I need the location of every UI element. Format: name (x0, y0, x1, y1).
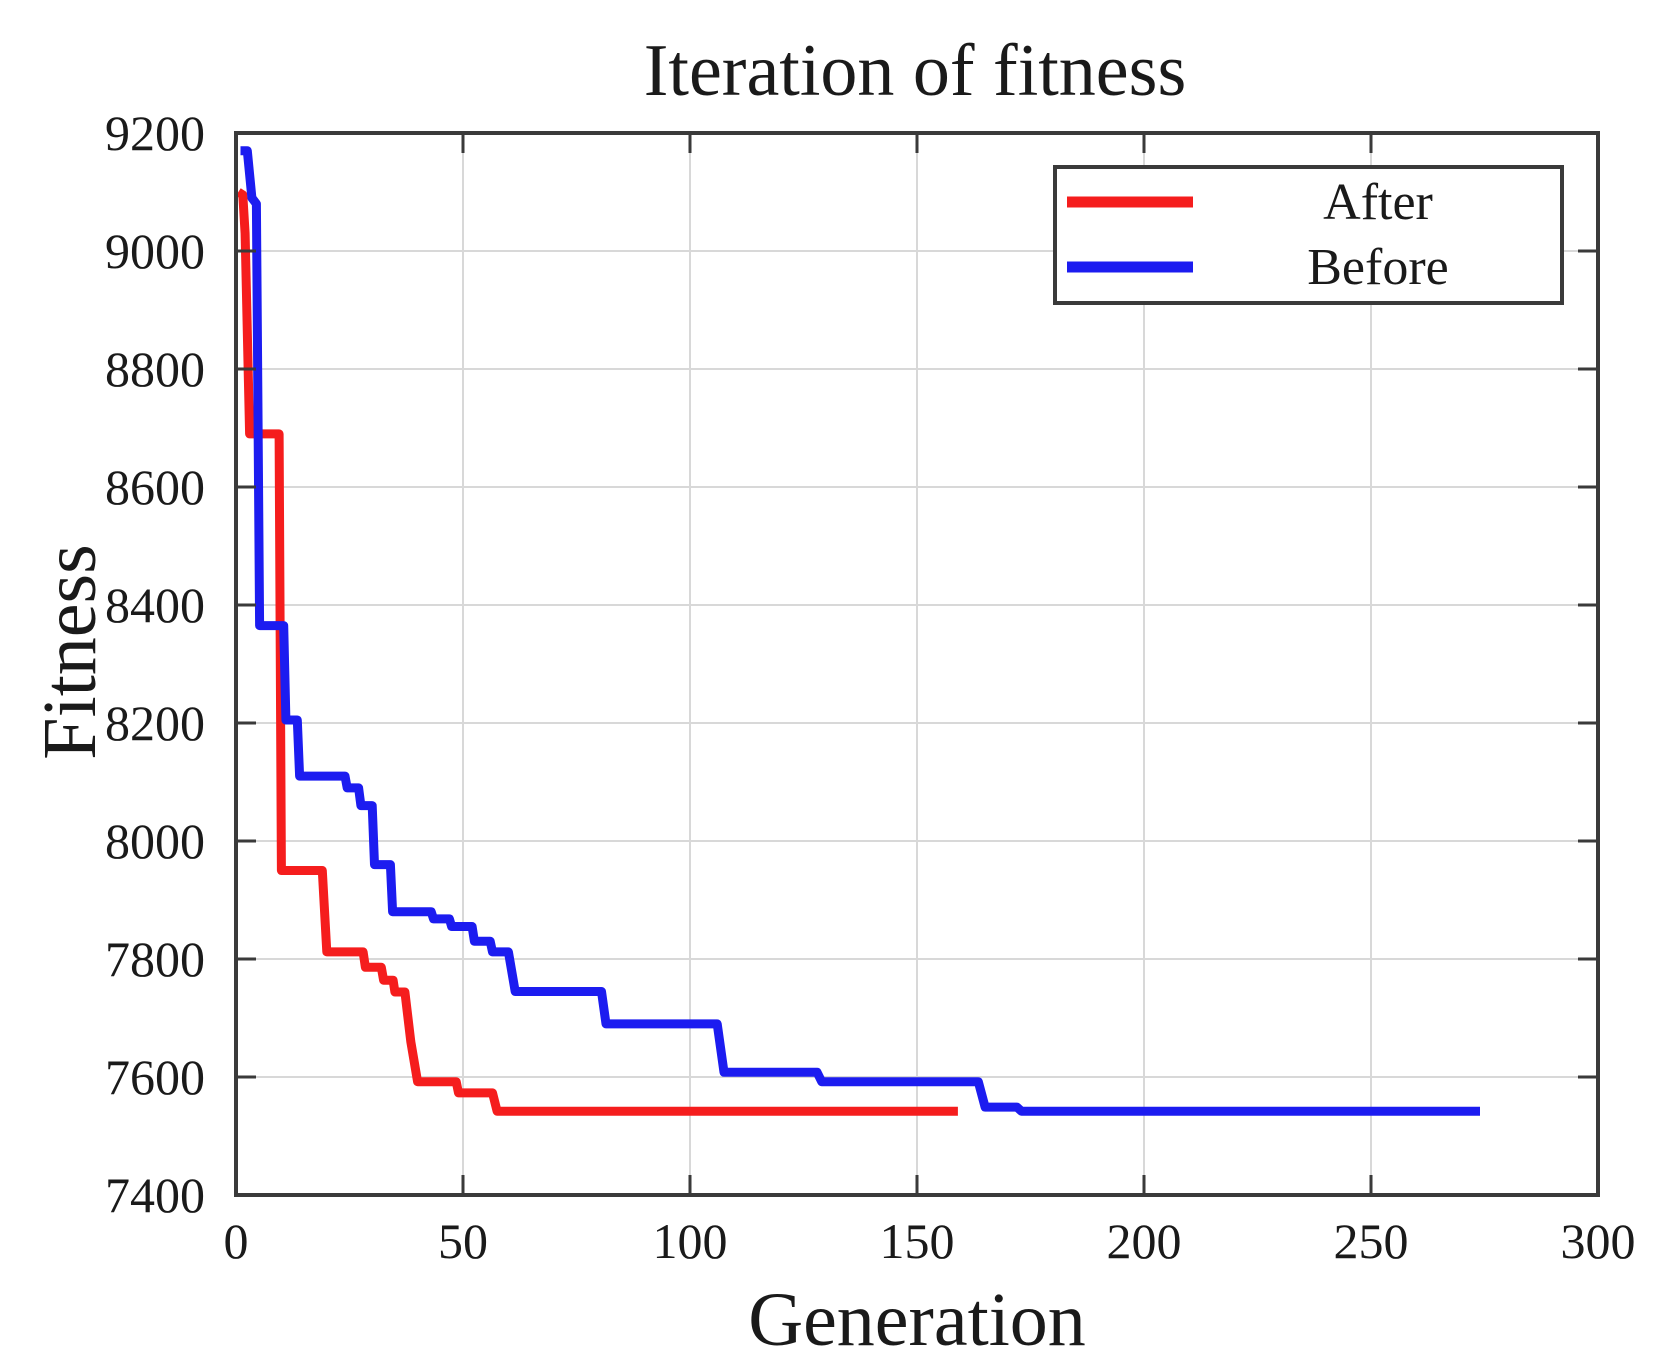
y-tick-label: 7600 (105, 1049, 205, 1105)
legend-before-label: Before (1307, 239, 1448, 296)
y-tick-label: 8200 (105, 695, 205, 751)
tick-labels: 0 50 100 150 200 250 300 7400 7600 7800 8000 8200 84… (105, 105, 1636, 1269)
chart-title: Iteration of fitness (644, 30, 1187, 112)
x-tick-label: 50 (438, 1213, 488, 1269)
after-series-line (235, 188, 958, 1116)
y-tick-label: 7800 (105, 931, 205, 987)
y-tick-label: 9000 (105, 223, 205, 279)
legend-box (1053, 165, 1564, 305)
y-tick-label: 7400 (105, 1167, 205, 1223)
y-tick-label: 8600 (105, 459, 205, 515)
y-axis-label: Fitness (28, 544, 112, 759)
x-axis-label: Generation (748, 1278, 1086, 1362)
x-tick-label: 200 (1107, 1213, 1182, 1269)
x-tick-label: 300 (1561, 1213, 1636, 1269)
x-tick-label: 150 (880, 1213, 955, 1269)
y-tick-label: 8800 (105, 341, 205, 397)
y-tick-label: 8000 (105, 813, 205, 869)
y-tick-label: 8400 (105, 577, 205, 633)
legend: After Before (1053, 165, 1564, 305)
x-tick-label: 100 (653, 1213, 728, 1269)
before-series-line (240, 146, 1480, 1116)
x-tick-label: 0 (224, 1213, 249, 1269)
x-tick-label: 250 (1334, 1213, 1409, 1269)
y-tick-label: 9200 (105, 105, 205, 161)
tick-marks (234, 131, 1600, 1197)
legend-after-label: After (1323, 174, 1433, 231)
